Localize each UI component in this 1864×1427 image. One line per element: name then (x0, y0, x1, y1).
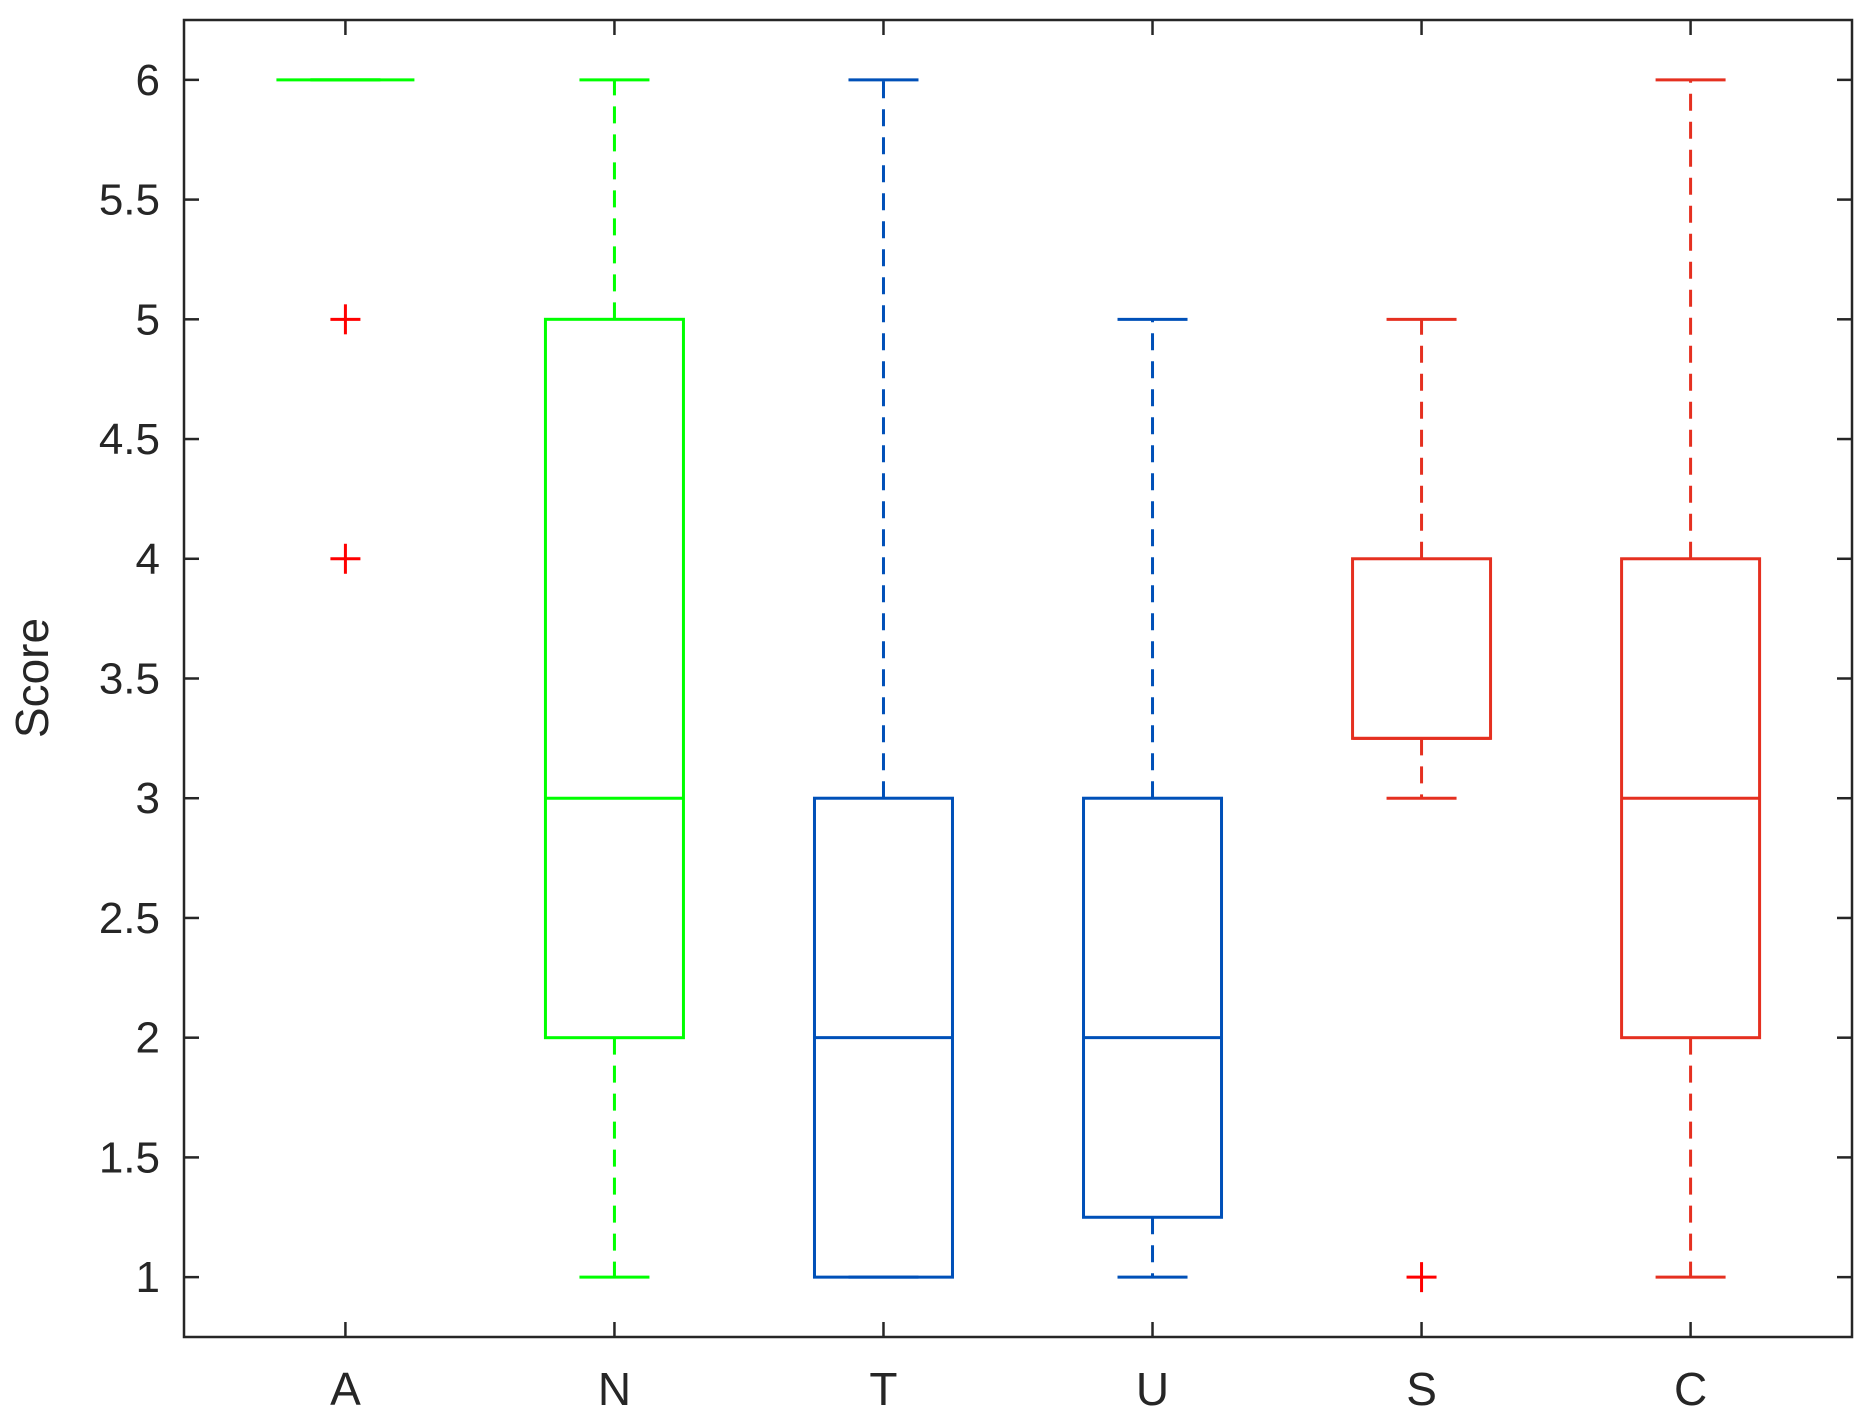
y-tick-label: 4 (136, 535, 160, 584)
x-tick-label: N (598, 1363, 631, 1415)
box-S (1351, 317, 1493, 800)
box-T (812, 78, 954, 1279)
outliers-layer (330, 304, 1437, 1293)
y-tick-label: 1.5 (99, 1133, 160, 1182)
y-tick-label: 5.5 (99, 176, 160, 225)
y-tick-label: 3.5 (99, 655, 160, 704)
y-axis-label: Score (6, 618, 58, 738)
y-tick-label: 1 (136, 1253, 160, 1302)
y-tick-label: 6 (136, 56, 160, 105)
box-body (1082, 796, 1224, 1219)
box-N (543, 78, 685, 1279)
y-tick-label: 2.5 (99, 894, 160, 943)
box-body (543, 317, 685, 1040)
outlier-marker (330, 543, 361, 574)
x-tick-label: C (1674, 1363, 1707, 1415)
x-tick-label: U (1136, 1363, 1169, 1415)
plot-frame (182, 18, 1854, 1339)
y-tick-label: 3 (136, 774, 160, 823)
box-C (1620, 78, 1762, 1279)
y-tick-label: 5 (136, 295, 160, 344)
x-tick-label: S (1406, 1363, 1437, 1415)
y-tick-label: 2 (136, 1014, 160, 1063)
box-body (1351, 557, 1493, 740)
x-tick-label: T (869, 1363, 897, 1415)
outlier-marker (330, 304, 361, 335)
boxes-layer (276, 78, 1762, 1279)
x-tick-label: A (330, 1363, 361, 1415)
axes: 1 1.5 2 2.5 3 3.5 4 4.5 5 5.5 6 A N T U S C (99, 18, 1854, 1415)
box-U (1082, 317, 1224, 1279)
y-tick-label: 4.5 (99, 415, 160, 464)
outlier-marker (1406, 1262, 1437, 1293)
